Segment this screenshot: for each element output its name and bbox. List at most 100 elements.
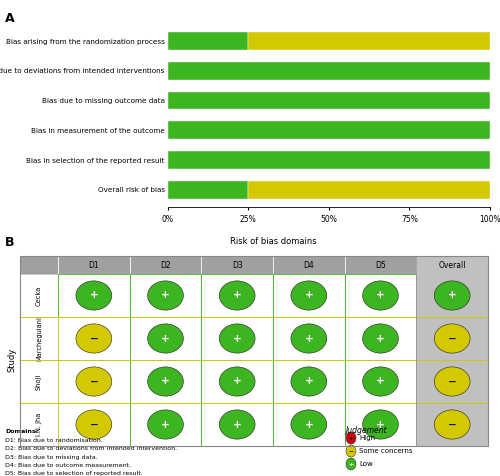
- Ellipse shape: [291, 324, 327, 353]
- Ellipse shape: [434, 324, 470, 353]
- Text: D2: Bias due to deviations from intended intervention.: D2: Bias due to deviations from intended…: [5, 446, 177, 451]
- Text: +: +: [304, 334, 313, 344]
- Text: A: A: [5, 12, 15, 25]
- Bar: [273, 403, 344, 446]
- Text: Study: Study: [8, 348, 16, 372]
- Bar: [273, 256, 344, 274]
- Ellipse shape: [219, 410, 255, 439]
- Ellipse shape: [291, 367, 327, 396]
- Bar: [273, 274, 344, 317]
- Ellipse shape: [362, 367, 398, 396]
- Bar: [273, 317, 344, 360]
- Text: +: +: [161, 334, 170, 344]
- Text: +: +: [448, 290, 456, 300]
- Bar: [168, 91, 490, 109]
- Text: +: +: [161, 377, 170, 387]
- Bar: [248, 32, 490, 50]
- Ellipse shape: [291, 410, 327, 439]
- Text: D3: Bias due to missing data.: D3: Bias due to missing data.: [5, 455, 98, 459]
- Text: −: −: [90, 377, 98, 387]
- Ellipse shape: [148, 410, 184, 439]
- Text: High: High: [359, 435, 375, 441]
- Bar: [202, 403, 273, 446]
- Ellipse shape: [219, 281, 255, 310]
- Text: Some concerns: Some concerns: [359, 448, 412, 454]
- Text: +: +: [376, 290, 385, 300]
- Text: Risk of bias domains: Risk of bias domains: [230, 237, 316, 246]
- Text: Shoji: Shoji: [36, 373, 42, 390]
- Text: +: +: [304, 419, 313, 429]
- Text: D2: D2: [160, 260, 171, 269]
- Text: +: +: [233, 377, 241, 387]
- Bar: [202, 274, 273, 317]
- Bar: [168, 62, 490, 80]
- Text: Cecka: Cecka: [36, 286, 42, 306]
- Bar: [130, 274, 202, 317]
- Text: −: −: [448, 419, 456, 429]
- Bar: [273, 360, 344, 403]
- Ellipse shape: [362, 410, 398, 439]
- Bar: [202, 317, 273, 360]
- Bar: [416, 317, 488, 360]
- Bar: [248, 181, 490, 199]
- Ellipse shape: [76, 410, 112, 439]
- Ellipse shape: [346, 445, 356, 457]
- Bar: [168, 151, 490, 169]
- Text: +: +: [233, 334, 241, 344]
- Bar: [20, 403, 58, 446]
- Bar: [58, 256, 130, 274]
- Ellipse shape: [76, 281, 112, 310]
- Text: +: +: [348, 462, 354, 466]
- Ellipse shape: [434, 367, 470, 396]
- Ellipse shape: [346, 458, 356, 470]
- Legend: High risk of bias, Some concerns, Low risk of bias: High risk of bias, Some concerns, Low ri…: [180, 268, 400, 280]
- Text: D1: D1: [88, 260, 99, 269]
- Ellipse shape: [148, 281, 184, 310]
- Bar: [344, 256, 416, 274]
- Bar: [344, 317, 416, 360]
- Text: Overall: Overall: [438, 260, 466, 269]
- Bar: [168, 121, 490, 139]
- Bar: [130, 360, 202, 403]
- Text: B: B: [5, 236, 15, 248]
- Bar: [58, 360, 130, 403]
- Text: −: −: [448, 377, 456, 387]
- Bar: [168, 32, 248, 50]
- Ellipse shape: [346, 432, 356, 444]
- Bar: [416, 403, 488, 446]
- Text: +: +: [376, 419, 385, 429]
- Ellipse shape: [219, 324, 255, 353]
- Ellipse shape: [148, 367, 184, 396]
- Ellipse shape: [434, 281, 470, 310]
- Ellipse shape: [362, 281, 398, 310]
- Text: I.N. Jha: I.N. Jha: [36, 413, 42, 436]
- Bar: [416, 256, 488, 274]
- Ellipse shape: [76, 367, 112, 396]
- Bar: [58, 317, 130, 360]
- Text: +: +: [233, 290, 241, 300]
- Bar: [168, 181, 248, 199]
- Bar: [416, 274, 488, 317]
- Ellipse shape: [291, 281, 327, 310]
- Text: Domains:: Domains:: [5, 429, 38, 434]
- Text: −: −: [448, 334, 456, 344]
- Text: Marcheguiani: Marcheguiani: [36, 316, 42, 361]
- Bar: [58, 403, 130, 446]
- Text: +: +: [304, 377, 313, 387]
- Bar: [202, 360, 273, 403]
- Text: +: +: [376, 334, 385, 344]
- Text: +: +: [90, 290, 98, 300]
- Text: Judgement: Judgement: [345, 426, 387, 435]
- Bar: [20, 256, 58, 274]
- Ellipse shape: [434, 410, 470, 439]
- Text: −: −: [348, 448, 354, 454]
- Text: +: +: [348, 436, 354, 440]
- Text: D4: Bias due to outcome measurement.: D4: Bias due to outcome measurement.: [5, 463, 131, 468]
- Text: D4: D4: [304, 260, 314, 269]
- Text: +: +: [376, 377, 385, 387]
- Text: D5: Bias due to selection of reported result.: D5: Bias due to selection of reported re…: [5, 472, 143, 476]
- Bar: [20, 256, 488, 446]
- Text: +: +: [233, 419, 241, 429]
- Bar: [344, 360, 416, 403]
- Bar: [202, 256, 273, 274]
